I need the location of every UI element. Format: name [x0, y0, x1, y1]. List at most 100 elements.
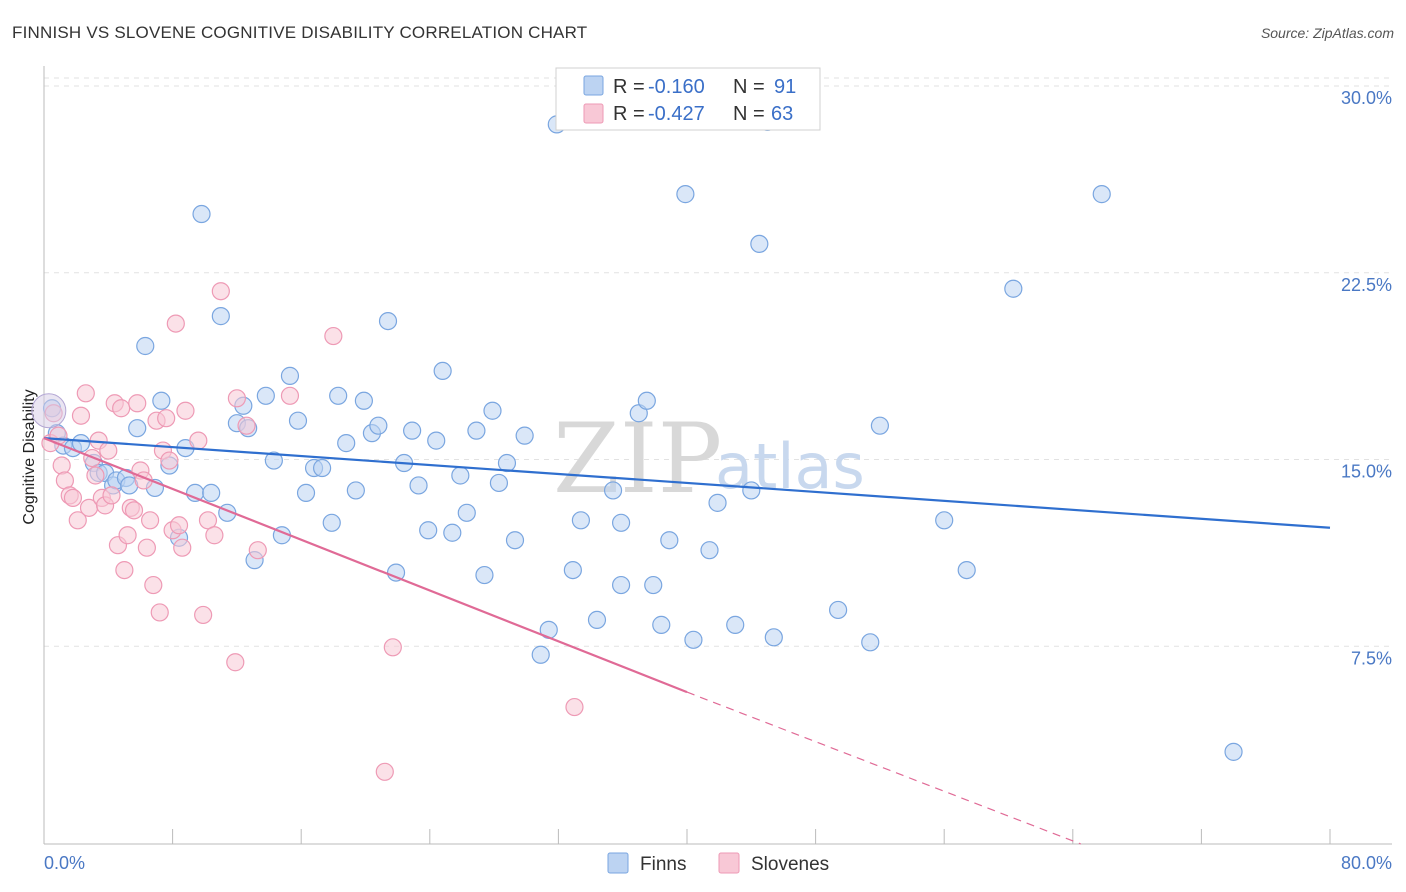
finns-point-42: [369, 416, 388, 435]
finns-point-82: [750, 234, 769, 254]
finns-point-76: [684, 630, 703, 649]
series-legend: Finns Slovenes: [607, 852, 829, 875]
finns-point-47: [409, 476, 428, 495]
finns-point-12: [128, 419, 147, 438]
finns-n-value: 91: [774, 76, 796, 98]
finns-r-label: R =: [613, 76, 645, 98]
finns-point-46: [403, 421, 422, 440]
finns-point-32: [288, 411, 308, 430]
finns-point-69: [611, 575, 631, 595]
finns-point-54: [467, 421, 486, 440]
finns-point-49: [427, 431, 446, 450]
finns-point-78: [708, 493, 727, 512]
slovenes-point-20: [112, 399, 131, 418]
finns-point-74: [660, 531, 679, 550]
slovenes-point-44: [205, 526, 224, 545]
slovenes-point-53: [383, 638, 402, 657]
slovenes-point-40: [176, 401, 195, 420]
finns-point-20: [192, 204, 211, 224]
finns-point-48: [419, 521, 438, 540]
slovenes-n-label: N =: [733, 103, 765, 125]
overlap-cluster-point: [31, 393, 67, 429]
finns-point-66: [587, 610, 607, 630]
slovenes-point-37: [166, 314, 185, 333]
slovenes-point-21: [115, 560, 134, 580]
finns-point-57: [489, 473, 509, 493]
trend-lines: [43, 437, 1331, 845]
finns-point-28: [256, 386, 275, 405]
slovenes-point-9: [76, 384, 95, 403]
slovenes-point-47: [227, 389, 246, 408]
finns-point-51: [443, 523, 462, 542]
finns-point-37: [329, 386, 348, 405]
finns-point-86: [870, 416, 890, 435]
legend-slovenes-swatch: [718, 852, 740, 874]
slovenes-point-39: [173, 538, 192, 557]
series-slovenes-points: [31, 282, 584, 781]
slovenes-point-35: [160, 451, 179, 470]
slovenes-point-38: [169, 516, 189, 535]
slovenes-point-32: [150, 603, 169, 622]
slovenes-point-43: [198, 511, 218, 530]
x-tick-min: 0.0%: [44, 853, 85, 873]
slovenes-point-34: [157, 409, 176, 428]
finns-trend-line: [43, 437, 1331, 529]
finns-point-73: [652, 615, 671, 634]
stats-legend: R = -0.160 N = 91 R = -0.427 N = 63: [555, 67, 821, 131]
finns-point-29: [264, 451, 283, 470]
slovenes-point-16: [99, 441, 118, 460]
finns-point-71: [637, 391, 656, 410]
slovenes-point-50: [280, 386, 300, 405]
slovenes-trend-extension: [686, 691, 1082, 845]
finns-n-label: N =: [733, 76, 765, 98]
finns-point-55: [475, 565, 494, 585]
slovenes-swatch: [583, 103, 604, 124]
finns-swatch: [583, 75, 604, 96]
slovenes-point-22: [118, 526, 137, 545]
watermark: ZIP atlas: [553, 403, 865, 515]
slovenes-point-3: [52, 456, 71, 475]
slovenes-point-54: [565, 697, 584, 717]
finns-point-56: [483, 401, 502, 420]
finns-point-85: [861, 633, 880, 652]
slovenes-r-label: R =: [613, 103, 645, 125]
slovenes-trend-line: [43, 437, 688, 694]
y-tick-label-1: 15.0%: [1341, 462, 1392, 482]
finns-point-38: [337, 434, 356, 453]
finns-point-4: [71, 434, 91, 453]
slovenes-n-value: 63: [771, 103, 793, 125]
slovenes-point-17: [102, 486, 121, 505]
y-tick-label-2: 22.5%: [1341, 275, 1392, 295]
legend-finns-label: Finns: [640, 854, 686, 875]
finns-point-53: [457, 503, 476, 522]
slovenes-point-12: [86, 466, 105, 485]
y-tick-label-0: 7.5%: [1351, 648, 1392, 668]
finns-point-75: [676, 185, 695, 204]
legend-finns-swatch: [607, 852, 629, 874]
finns-point-39: [346, 481, 365, 500]
chart-source: Source: ZipAtlas.com: [1261, 25, 1394, 41]
x-tick-max: 80.0%: [1341, 853, 1392, 873]
axes: [43, 66, 1392, 845]
finns-point-15: [152, 391, 171, 410]
finns-point-21: [202, 483, 221, 503]
finns-point-80: [742, 481, 761, 500]
finns-point-89: [1004, 279, 1023, 298]
slovenes-point-7: [68, 511, 87, 530]
finns-point-68: [611, 513, 631, 532]
slovenes-point-29: [140, 511, 160, 530]
finns-point-36: [322, 513, 341, 532]
slovenes-point-24: [124, 501, 144, 520]
slovenes-point-49: [248, 541, 267, 560]
finns-point-13: [136, 336, 155, 356]
finns-point-79: [726, 615, 745, 634]
finns-point-87: [935, 511, 954, 530]
chart-title: FINNISH VS SLOVENE COGNITIVE DISABILITY …: [12, 23, 587, 42]
finns-point-58: [497, 453, 517, 473]
finns-point-40: [354, 391, 373, 410]
slovenes-point-6: [63, 488, 83, 507]
finns-point-91: [1224, 742, 1243, 761]
finns-point-67: [603, 481, 623, 500]
finns-r-value: -0.160: [648, 76, 705, 98]
